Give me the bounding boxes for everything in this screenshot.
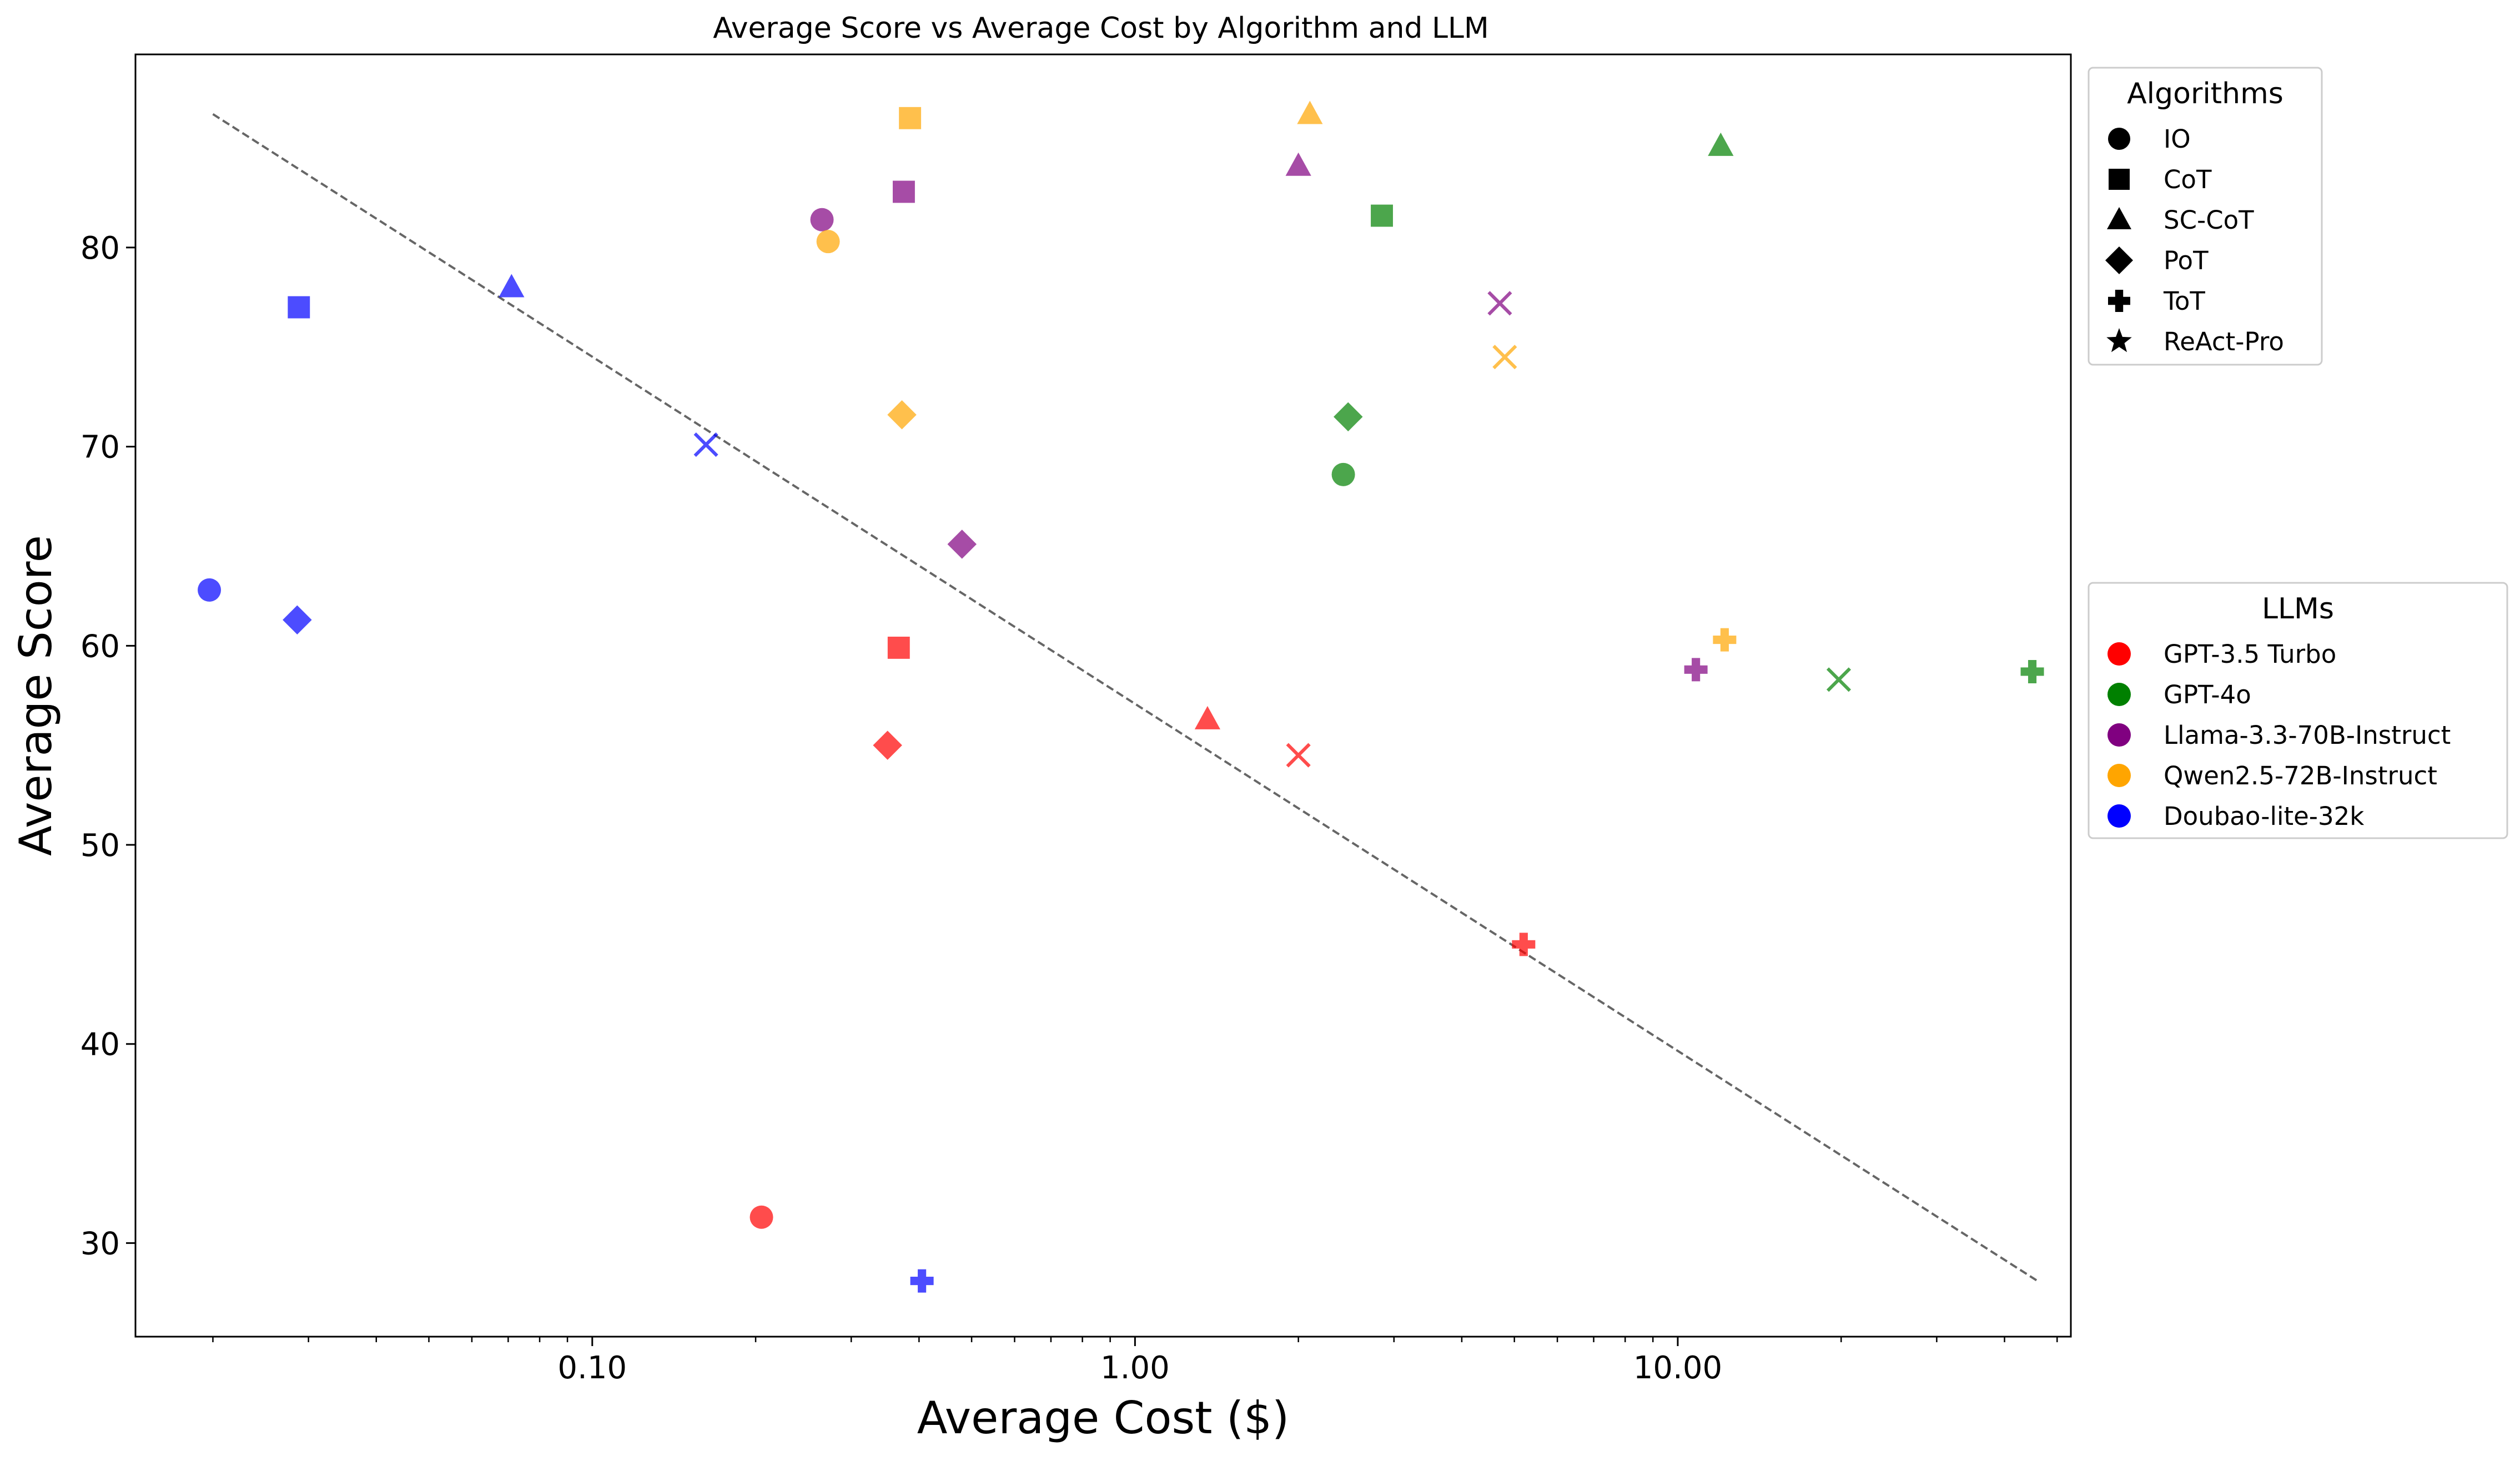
- data-point: [198, 578, 222, 602]
- data-point: [693, 432, 718, 457]
- legend-color-swatch: [2107, 723, 2131, 747]
- y-tick-label: 40: [81, 1027, 120, 1063]
- legend-marker-diamond: [2105, 246, 2133, 274]
- x-axis-label: Average Cost ($): [917, 1392, 1290, 1444]
- data-point: [947, 530, 977, 559]
- data-point: [1285, 152, 1311, 176]
- data-point: [1492, 345, 1517, 370]
- data-point: [1334, 402, 1363, 432]
- legend-color-swatch: [2107, 683, 2131, 706]
- y-tick-label: 30: [81, 1226, 120, 1262]
- data-point: [910, 1269, 934, 1293]
- legend-marker-circle: [2108, 128, 2130, 150]
- legend-entry-label: PoT: [2164, 246, 2209, 275]
- legend-entry-label: CoT: [2164, 165, 2212, 194]
- legend-entry-label: SC-CoT: [2164, 205, 2254, 235]
- data-point: [750, 1205, 773, 1229]
- legend-color-swatch: [2107, 804, 2131, 828]
- data-point: [873, 730, 902, 760]
- data-point: [1826, 667, 1852, 692]
- x-tick-label: 1.00: [1100, 1350, 1170, 1386]
- legend-entry-label: IO: [2164, 124, 2191, 154]
- legend-marker-plus: [2108, 290, 2130, 312]
- data-point: [1708, 132, 1734, 156]
- trend-line: [212, 113, 2038, 1282]
- data-point: [1371, 204, 1393, 227]
- data-point: [1286, 743, 1311, 768]
- y-tick-label: 80: [81, 230, 120, 266]
- data-point: [1487, 291, 1512, 316]
- data-point: [887, 400, 917, 430]
- y-tick-label: 60: [81, 628, 120, 664]
- data-point: [283, 605, 312, 634]
- data-point: [1684, 658, 1708, 682]
- data-point: [1194, 706, 1221, 729]
- algorithms-legend: Algorithms IO CoT SC-CoT PoT ToT ReAct-Pro: [2088, 67, 2323, 366]
- legend-entry-label: ToT: [2163, 286, 2205, 316]
- legend-marker-triangle: [2107, 207, 2131, 229]
- y-tick-label: 50: [81, 828, 120, 864]
- data-point: [2020, 659, 2044, 683]
- chart-title: Average Score vs Average Cost by Algorit…: [713, 12, 1489, 45]
- data-point: [887, 636, 910, 659]
- legend-entry-label: Doubao-lite-32k: [2164, 802, 2364, 831]
- algorithms-legend-frame: [2088, 67, 2323, 366]
- x-tick-label: 10.00: [1633, 1350, 1722, 1386]
- legend-color-swatch: [2107, 642, 2131, 666]
- y-axis-label: Average Score: [10, 535, 62, 856]
- x-tick-label: 0.10: [557, 1350, 627, 1386]
- llms-legend: LLMs GPT-3.5 Turbo GPT-4o Llama-3.3-70B-Ins…: [2088, 582, 2508, 839]
- legend-marker-square: [2109, 169, 2130, 190]
- legend-entry-label: Qwen2.5-72B-Instruct: [2164, 761, 2437, 790]
- plot-frame: [134, 53, 2072, 1338]
- data-point: [1331, 462, 1355, 486]
- data-point: [1297, 100, 1323, 124]
- data-point: [288, 296, 310, 319]
- data-point: [810, 208, 834, 231]
- legend-entry-label: Llama-3.3-70B-Instruct: [2164, 721, 2451, 750]
- legend-marker-star: [2106, 328, 2132, 352]
- data-point: [899, 107, 922, 129]
- data-point: [1713, 628, 1737, 652]
- legend-color-swatch: [2107, 764, 2131, 787]
- y-tick-label: 70: [81, 430, 120, 466]
- data-point: [1512, 933, 1536, 956]
- data-point: [816, 230, 840, 254]
- data-point: [499, 274, 525, 298]
- legend-entry-label: GPT-4o: [2164, 680, 2251, 709]
- llms-legend-frame: [2088, 582, 2508, 839]
- legend-entry-label: GPT-3.5 Turbo: [2164, 639, 2336, 669]
- algorithms-legend-title: Algorithms: [2127, 77, 2283, 110]
- data-point: [892, 180, 915, 203]
- legend-entry-label: ReAct-Pro: [2164, 327, 2284, 356]
- llms-legend-title: LLMs: [2262, 592, 2334, 626]
